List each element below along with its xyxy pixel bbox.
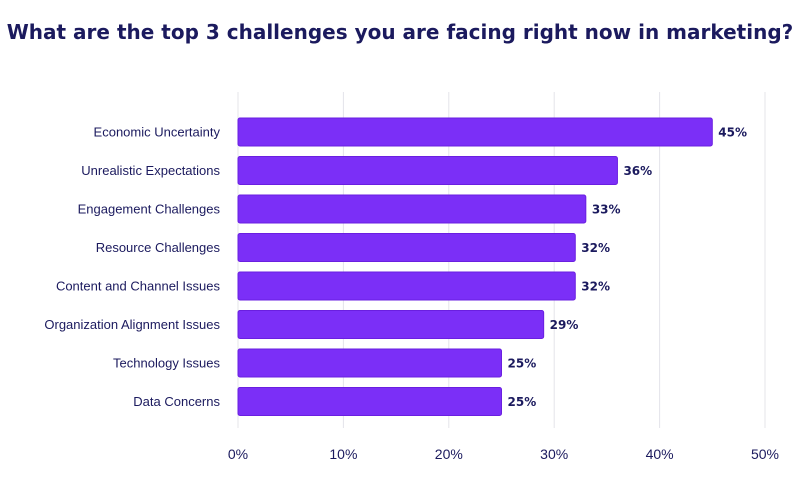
value-labels: 45% 36% 33% 32% 32% 29% 25% 25%: [508, 126, 748, 410]
category-label: Organization Alignment Issues: [44, 317, 220, 332]
category-label: Data Concerns: [133, 394, 220, 409]
category-label: Content and Channel Issues: [56, 279, 221, 294]
bar: [237, 310, 545, 339]
bar: [237, 117, 713, 147]
x-tick-label: 0%: [228, 446, 248, 462]
bar-value-label: 36%: [623, 164, 652, 178]
bar: [237, 387, 502, 416]
x-tick-label: 10%: [329, 446, 357, 462]
x-axis-tick-labels: 0% 10% 20% 30% 40% 50%: [228, 446, 779, 462]
bar: [237, 271, 576, 301]
x-tick-label: 20%: [435, 446, 463, 462]
x-tick-label: 40%: [646, 446, 674, 462]
category-label: Resource Challenges: [96, 240, 221, 255]
bar-value-label: 25%: [508, 395, 537, 409]
category-label: Technology Issues: [113, 356, 220, 371]
bar-value-label: 32%: [581, 280, 610, 294]
category-labels: Economic Uncertainty Unrealistic Expectat…: [44, 125, 220, 410]
chart-title: What are the top 3 challenges you are fa…: [6, 20, 794, 44]
bar: [237, 156, 618, 185]
bar: [237, 233, 576, 262]
bar: [237, 194, 587, 224]
category-label: Unrealistic Expectations: [81, 163, 220, 178]
category-label: Engagement Challenges: [78, 202, 221, 217]
bar-value-label: 29%: [550, 318, 579, 332]
category-label: Economic Uncertainty: [94, 125, 221, 140]
bars: [237, 117, 713, 416]
bar-value-label: 25%: [508, 357, 537, 371]
bar-value-label: 45%: [718, 126, 747, 140]
x-tick-label: 50%: [751, 446, 779, 462]
bar-value-label: 32%: [581, 241, 610, 255]
bar-value-label: 33%: [592, 203, 621, 217]
x-tick-label: 30%: [540, 446, 568, 462]
bar: [237, 348, 502, 378]
